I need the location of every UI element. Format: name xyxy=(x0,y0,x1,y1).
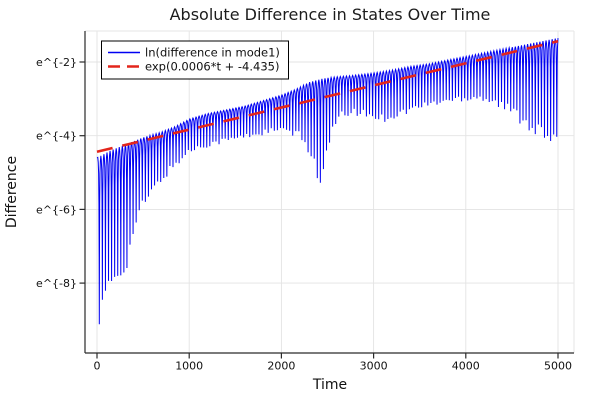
x-tick-label: 3000 xyxy=(360,360,388,373)
x-tick-label: 5000 xyxy=(544,360,572,373)
legend-entry-2: exp(0.0006*t + -4.435) xyxy=(145,60,279,74)
x-tick-label: 1000 xyxy=(175,360,203,373)
tick-labels: 0 1000 2000 3000 4000 5000 e^{-2} e^{-4} e^{-6} e… xyxy=(36,56,572,373)
x-axis-label: Time xyxy=(312,377,347,393)
legend: ln(difference in mode1) exp(0.0006*t + -… xyxy=(101,40,289,80)
x-tick-label: 0 xyxy=(94,360,101,373)
y-tick-label: e^{-4} xyxy=(36,130,77,143)
axes xyxy=(79,31,574,359)
series-trend-line xyxy=(96,39,559,153)
legend-entry-1: ln(difference in mode1) xyxy=(145,46,280,60)
data-series xyxy=(96,38,559,325)
y-tick-label: e^{-8} xyxy=(36,277,77,290)
chart-title: Absolute Difference in States Over Time xyxy=(170,5,491,24)
legend-box xyxy=(101,40,289,80)
y-tick-label: e^{-6} xyxy=(36,203,77,216)
series-difference-line xyxy=(96,38,559,325)
y-tick-label: e^{-2} xyxy=(36,56,77,69)
x-tick-label: 2000 xyxy=(267,360,295,373)
y-axis-label: Difference xyxy=(4,156,20,228)
x-tick-label: 4000 xyxy=(452,360,480,373)
